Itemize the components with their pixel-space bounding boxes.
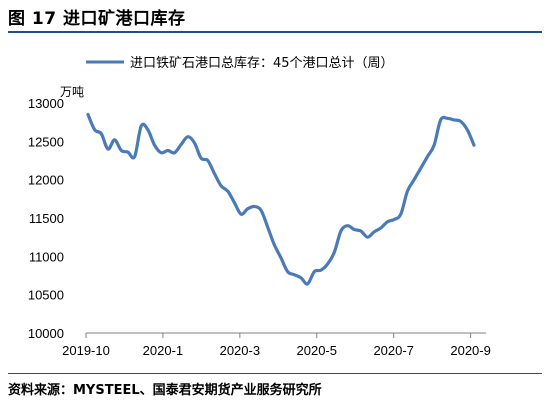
y-axis-unit: 万吨 [60,85,84,99]
inventory-line-chart: 进口铁矿石港口总库存：45个港口总计（周） 万吨 13000 12500 12000… [28,55,491,358]
x-tick-label: 2020-7 [373,343,413,358]
y-tick-label: 11500 [29,211,64,226]
y-tick-label: 13000 [28,96,64,111]
title-divider [8,31,542,33]
x-axis: 2019-10 2020-1 2020-3 2020-5 2020-7 2020-9 [62,333,491,358]
x-tick-label: 2020-1 [143,343,183,358]
x-tick-label: 2020-3 [220,343,260,358]
y-tick-label: 12500 [28,134,64,149]
source-note: 资料来源：MYSTEEL、国泰君安期货产业服务研究所 [8,383,322,398]
y-tick-label: 11000 [29,249,64,264]
x-tick-label: 2019-10 [62,343,110,358]
legend-label: 进口铁矿石港口总库存：45个港口总计（周） [130,55,394,71]
y-axis: 13000 12500 12000 11500 11000 10500 10000 [28,96,64,341]
y-tick-label: 10500 [28,288,64,303]
y-tick-label: 10000 [28,326,64,341]
figure-title: 图 17 进口矿港口库存 [8,9,186,29]
series-line [86,112,476,286]
chart-legend: 进口铁矿石港口总库存：45个港口总计（周） [86,55,394,71]
x-tick-label: 2020-5 [297,343,337,358]
footer-divider [8,373,542,374]
x-tick-label: 2020-9 [450,343,490,358]
y-tick-label: 12000 [28,173,64,188]
